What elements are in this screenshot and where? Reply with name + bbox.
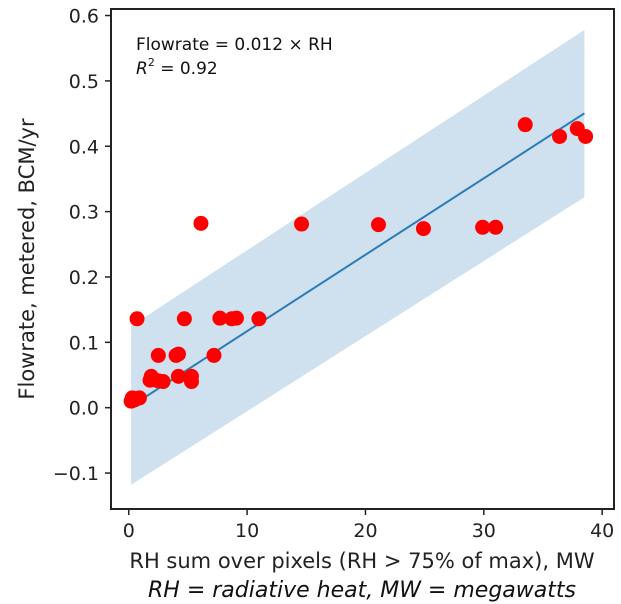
y-tick-label-2: 0.1 <box>69 332 99 354</box>
data-point-18 <box>212 310 228 326</box>
data-point-3 <box>131 390 147 406</box>
fit-line-layer <box>130 112 585 408</box>
data-point-13 <box>176 311 192 327</box>
data-point-25 <box>475 219 491 235</box>
data-point-7 <box>150 347 166 363</box>
data-point-21 <box>251 311 267 327</box>
y-tick-label-3: 0.2 <box>69 267 99 289</box>
data-point-20 <box>228 310 244 326</box>
data-point-26 <box>488 219 504 235</box>
data-point-12 <box>170 368 186 384</box>
data-point-23 <box>370 217 386 233</box>
x-axis-note: RH = radiative heat, MW = megawatts <box>148 578 576 603</box>
x-axis-label: RH sum over pixels (RH > 75% of max), MW <box>129 549 594 573</box>
data-point-27 <box>517 117 533 133</box>
data-point-30 <box>578 128 594 144</box>
r-squared-value: = 0.92 <box>155 59 218 79</box>
y-axis-label: Flowrate, metered, BCM/yr <box>15 118 39 400</box>
points-layer <box>123 117 594 409</box>
data-point-17 <box>206 347 222 363</box>
y-tick-label-0: −0.1 <box>53 463 99 485</box>
data-point-22 <box>294 216 310 232</box>
confidence-band-layer <box>131 29 585 485</box>
x-tick-label-0: 0 <box>123 520 135 542</box>
y-tick-label-6: 0.5 <box>69 71 99 93</box>
x-tick-label-1: 10 <box>235 520 259 542</box>
r-squared-label: R2 = 0.92 <box>136 56 218 79</box>
regression-line <box>130 112 585 408</box>
x-tick-label-2: 20 <box>353 520 377 542</box>
y-tick-label-1: 0.0 <box>69 398 99 420</box>
y-tick-label-5: 0.4 <box>69 136 99 158</box>
data-point-11 <box>170 346 186 362</box>
data-point-16 <box>193 215 209 231</box>
data-point-15 <box>183 374 199 390</box>
data-point-9 <box>155 374 171 390</box>
x-ticks-layer: 0 10 20 30 40 <box>123 509 614 542</box>
x-tick-label-3: 30 <box>472 520 496 542</box>
confidence-band <box>131 29 585 485</box>
x-tick-label-4: 40 <box>590 520 614 542</box>
data-point-24 <box>415 221 431 237</box>
y-tick-label-4: 0.3 <box>69 202 99 224</box>
y-tick-label-7: 0.6 <box>69 6 99 28</box>
r-squared-exponent: 2 <box>148 56 155 69</box>
fit-equation: Flowrate = 0.012 × RH <box>136 35 333 55</box>
y-ticks-layer: −0.1 0.0 0.1 0.2 0.3 0.4 0.5 0.6 <box>53 6 111 485</box>
data-point-4 <box>129 311 145 327</box>
r-squared-symbol: R <box>136 59 148 79</box>
plot-frame <box>110 8 615 510</box>
data-point-28 <box>552 128 568 144</box>
